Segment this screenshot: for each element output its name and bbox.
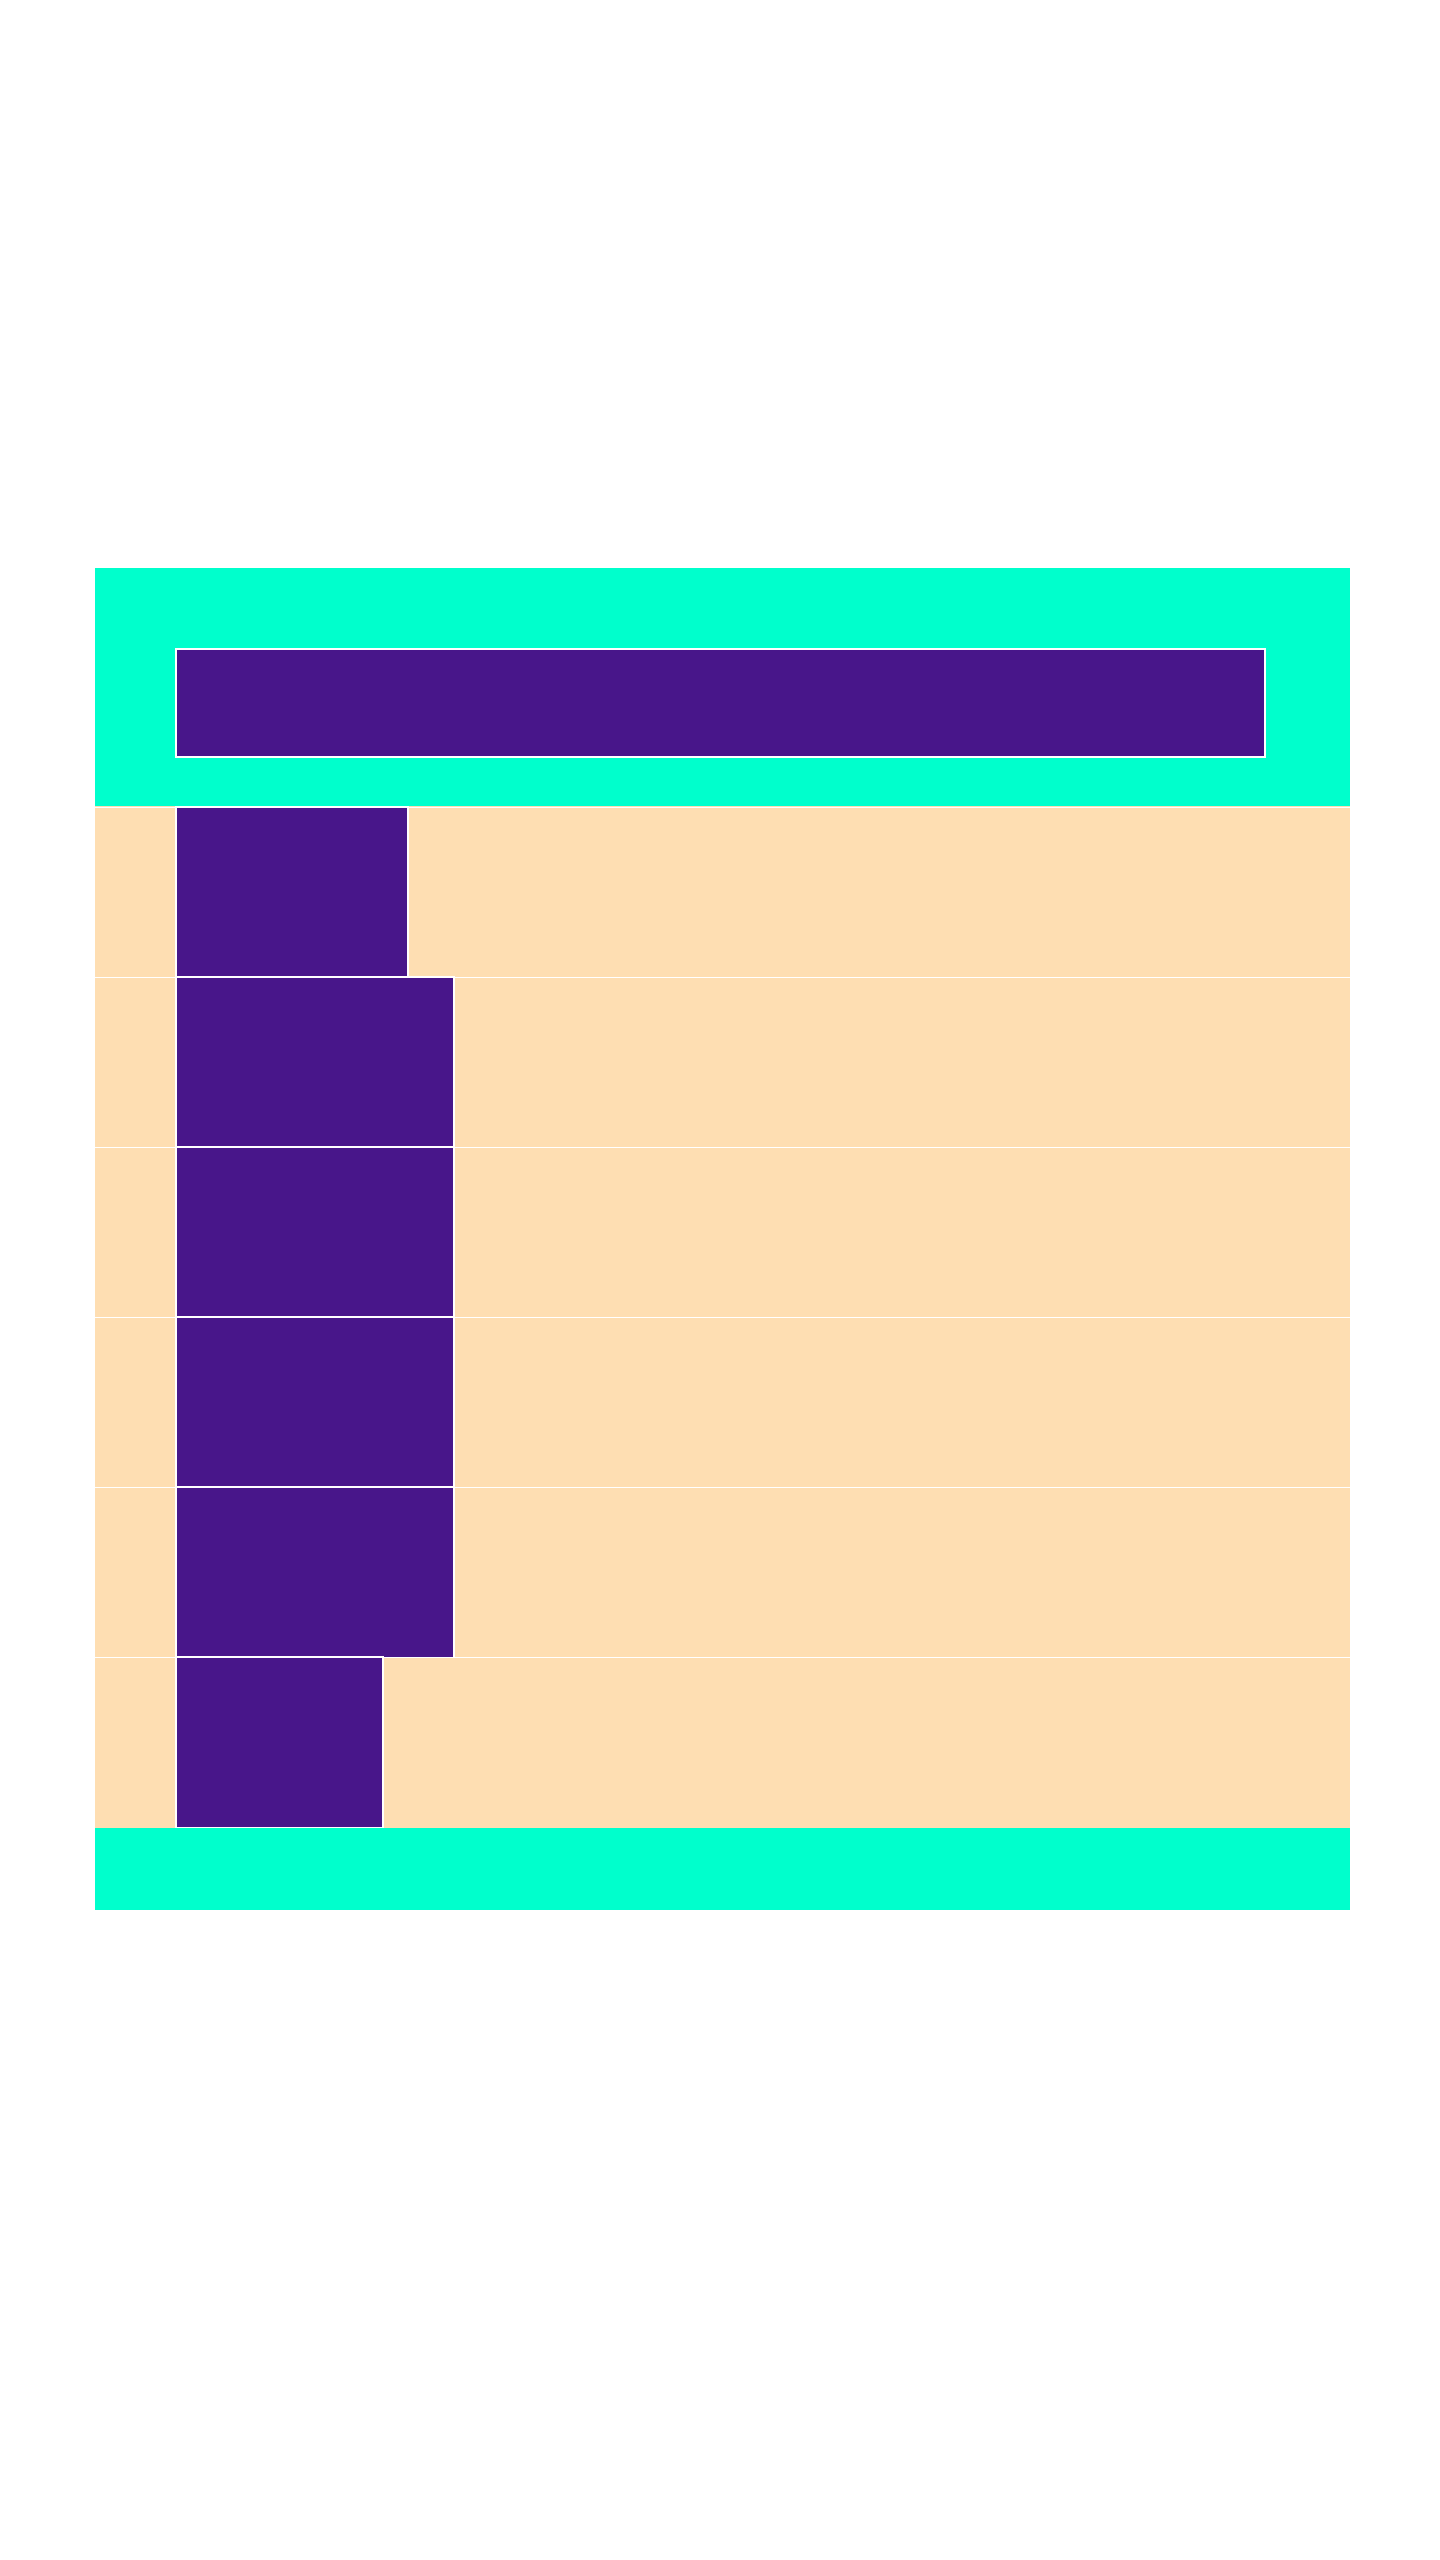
row-bar	[175, 1656, 384, 1829]
row-bar	[175, 1486, 455, 1659]
row-bar	[175, 976, 455, 1149]
list-item	[95, 976, 1350, 1149]
row-bar	[175, 1316, 455, 1489]
title-bar	[175, 648, 1266, 758]
row-bar	[175, 806, 409, 979]
list-item	[95, 1316, 1350, 1489]
list-item	[95, 1486, 1350, 1659]
list-item	[95, 1146, 1350, 1319]
footer-band	[95, 1828, 1350, 1910]
list-item	[95, 806, 1350, 979]
row-bar	[175, 1146, 455, 1319]
list-item	[95, 1656, 1350, 1829]
header-band	[95, 568, 1350, 806]
row-list	[95, 806, 1350, 1829]
main-panel	[95, 568, 1350, 1910]
